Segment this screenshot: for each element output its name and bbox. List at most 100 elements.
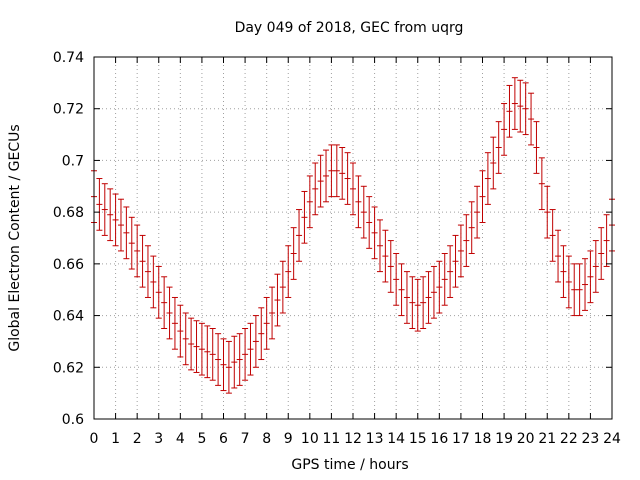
data-point [355,175,362,229]
data-point [555,229,562,283]
x-tick-label: 11 [323,431,341,447]
data-point [603,214,610,267]
data-point [155,265,162,319]
data-point [371,206,378,260]
data-point [252,315,259,368]
data-point [144,245,151,298]
data-point [582,258,589,311]
x-tick-labels: 0 1 2 3 4 5 6 7 8 9 10 11 12 13 14 15 16 17 18 19 20 21 22 23 24 [90,431,621,447]
data-point [204,325,211,379]
data-point [231,335,238,389]
data-point [220,338,227,392]
data-point [112,193,119,247]
data-point [317,154,324,208]
data-point [425,271,432,324]
data-point [236,333,243,386]
x-tick-label: 20 [517,431,535,447]
data-point [528,92,535,146]
data-point [215,333,222,386]
x-tick-label: 6 [219,431,228,447]
data-point [382,229,389,283]
data-point [177,304,184,358]
data-point [198,322,205,376]
data-point [296,209,303,262]
data-point [479,170,486,223]
x-tick-label: 5 [197,431,206,447]
axis-ticks [93,56,613,420]
data-point [463,214,470,267]
y-tick-label: 0.68 [53,205,84,221]
data-point [565,255,572,309]
data-point [522,82,529,136]
data-point [166,286,173,340]
data-point [171,296,178,350]
data-point [393,253,400,306]
x-tick-label: 17 [452,431,470,447]
y-tick-labels: 0.6 0.62 0.64 0.66 0.68 0.7 0.72 0.74 [53,50,84,428]
data-point [107,188,114,242]
x-tick-label: 24 [603,431,621,447]
x-tick-label: 4 [176,431,185,447]
x-tick-label: 9 [284,431,293,447]
x-tick-label: 16 [430,431,448,447]
data-point [290,227,297,280]
data-point [474,185,481,239]
x-tick-label: 1 [111,431,120,447]
data-point [436,260,443,314]
data-point [323,149,330,203]
data-point [409,276,416,329]
data-point [339,147,346,200]
data-point [258,307,265,361]
x-tick-label: 3 [154,431,163,447]
data-point [269,286,276,340]
x-axis-label: GPS time / hours [291,457,408,473]
y-axis-label: Global Electron Content / GECUs [7,124,23,351]
data-point [366,196,373,249]
data-point [117,198,124,252]
data-point [225,340,232,394]
data-point [387,240,394,293]
x-tick-label: 10 [301,431,319,447]
data-point [161,276,168,329]
data-point [452,234,459,288]
data-point [544,185,551,239]
data-point [587,250,594,304]
data-point [538,157,545,211]
data-point [96,178,103,231]
data-point [598,227,605,280]
x-tick-label: 7 [241,431,250,447]
data-point [134,224,141,278]
x-tick-label: 12 [344,431,362,447]
data-point [420,276,427,329]
data-point [398,263,405,317]
y-tick-label: 0.72 [53,102,84,118]
data-point [247,322,254,376]
chart-title: Day 049 of 2018, GEC from uqrg [235,20,464,36]
data-point [188,317,195,371]
data-point [333,144,340,198]
data-point [403,271,410,324]
data-point [533,121,540,174]
data-point [301,190,308,244]
data-point [484,152,491,205]
data-point [182,312,189,366]
data-point [285,245,292,298]
data-point [209,328,216,381]
x-tick-label: 19 [495,431,513,447]
data-point [457,224,464,278]
data-point [306,175,313,229]
x-tick-label: 15 [409,431,427,447]
data-point [468,201,475,255]
x-tick-label: 2 [133,431,142,447]
data-point [571,263,578,317]
x-tick-label: 21 [538,431,556,447]
data-point [430,265,437,319]
data-point [128,216,135,270]
x-tick-label: 18 [474,431,492,447]
data-point [576,263,583,317]
x-tick-label: 14 [387,431,405,447]
x-tick-label: 0 [90,431,99,447]
x-tick-label: 8 [262,431,271,447]
data-point [501,103,508,156]
